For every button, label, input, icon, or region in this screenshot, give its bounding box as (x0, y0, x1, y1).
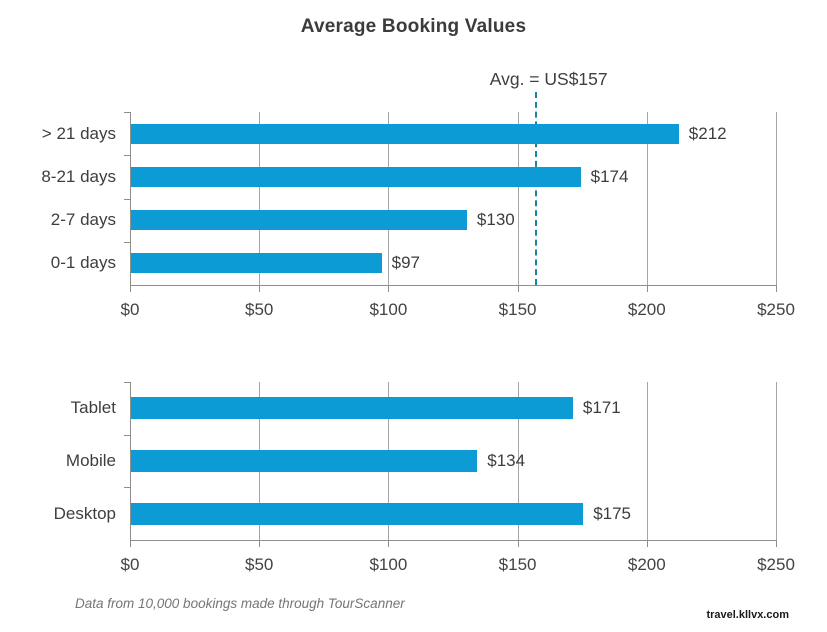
x-tick-label: $200 (627, 555, 666, 574)
chart-title: Average Booking Values (300, 16, 527, 37)
category-label: > 21 days (41, 123, 116, 143)
bar-2-7-days (131, 210, 467, 231)
x-tick-label: $150 (498, 555, 537, 574)
bar-value-label: $130 (476, 210, 515, 230)
bar-desktop (131, 502, 584, 525)
category-label: 8-21 days (41, 166, 116, 186)
site-watermark: travel.kllvx.com (706, 609, 789, 621)
bar-tablet (131, 397, 573, 420)
plot-area: $212 $174 $130 $97 (124, 112, 777, 292)
bar-value-label: $212 (688, 123, 727, 143)
x-tick-label: $250 (757, 300, 795, 319)
category-label: Mobile (65, 450, 116, 470)
gridline-$250 (776, 112, 777, 285)
x-axis-tick-labels: $0 $50 $100 $150 $200 $250 (121, 549, 795, 574)
gridline-$200 (646, 382, 648, 540)
gridline-$250 (776, 382, 777, 540)
x-axis-tick (388, 285, 390, 292)
y-axis-tick (124, 434, 131, 436)
x-axis-tick (646, 285, 648, 292)
y-axis-tick (124, 241, 131, 243)
x-tick-label: $150 (498, 300, 537, 319)
average-annotation: Avg. = US$157 (489, 69, 608, 89)
gridline-$100 (388, 112, 390, 285)
x-axis-tick-labels: $0 $50 $100 $150 $200 $250 (121, 294, 795, 319)
bar-0-1-days (131, 253, 382, 274)
gridline-$200 (646, 112, 648, 285)
x-tick-label: $100 (369, 300, 408, 319)
x-axis-tick (517, 540, 519, 547)
x-axis-tick (776, 285, 777, 292)
category-label: 2-7 days (50, 210, 116, 230)
bar-mobile (131, 450, 478, 472)
gridline-$150 (517, 382, 519, 540)
category-label: Desktop (53, 503, 116, 523)
y-axis-tick (124, 382, 131, 383)
x-axis-tick (646, 540, 648, 547)
bar-value-label: $134 (487, 451, 526, 470)
y-axis-category-labels: Tablet Mobile Desktop (0, 382, 116, 540)
x-axis-tick (517, 285, 519, 292)
x-axis-tick (776, 540, 777, 547)
bar-value-label: $171 (582, 398, 621, 418)
x-tick-label: $200 (627, 300, 666, 319)
y-axis-category-labels: > 21 days 8-21 days 2-7 days 0-1 days (0, 112, 116, 285)
category-label: Tablet (70, 398, 116, 418)
bar--21-days (131, 123, 679, 144)
gridline-$150 (517, 112, 519, 285)
y-axis-tick (124, 198, 131, 200)
category-label: 0-1 days (50, 253, 116, 273)
x-tick-label: $0 (120, 555, 140, 574)
gridline-$50 (259, 112, 261, 285)
x-tick-label: $50 (245, 300, 274, 319)
y-axis-tick (124, 487, 131, 489)
x-axis-tick (388, 540, 390, 547)
x-axis-tick (130, 540, 131, 547)
plot-area: $171 $134 $175 (124, 382, 777, 547)
x-tick-label: $50 (245, 555, 274, 574)
y-axis-tick (124, 155, 131, 157)
bar-8-21-days (131, 166, 581, 187)
x-axis-tick (259, 540, 261, 547)
y-axis-tick (124, 112, 131, 113)
x-axis-tick (259, 285, 261, 292)
bar-value-label: $97 (391, 253, 421, 273)
x-tick-label: $250 (757, 555, 795, 574)
bar-value-label: $175 (593, 503, 632, 523)
average-dashed-line (534, 92, 537, 285)
x-tick-label: $100 (369, 555, 408, 574)
x-tick-label: $0 (120, 300, 140, 319)
x-axis-tick (130, 285, 131, 292)
bar-value-label: $174 (590, 166, 629, 186)
data-source-note: Data from 10,000 bookings made through T… (75, 596, 405, 611)
